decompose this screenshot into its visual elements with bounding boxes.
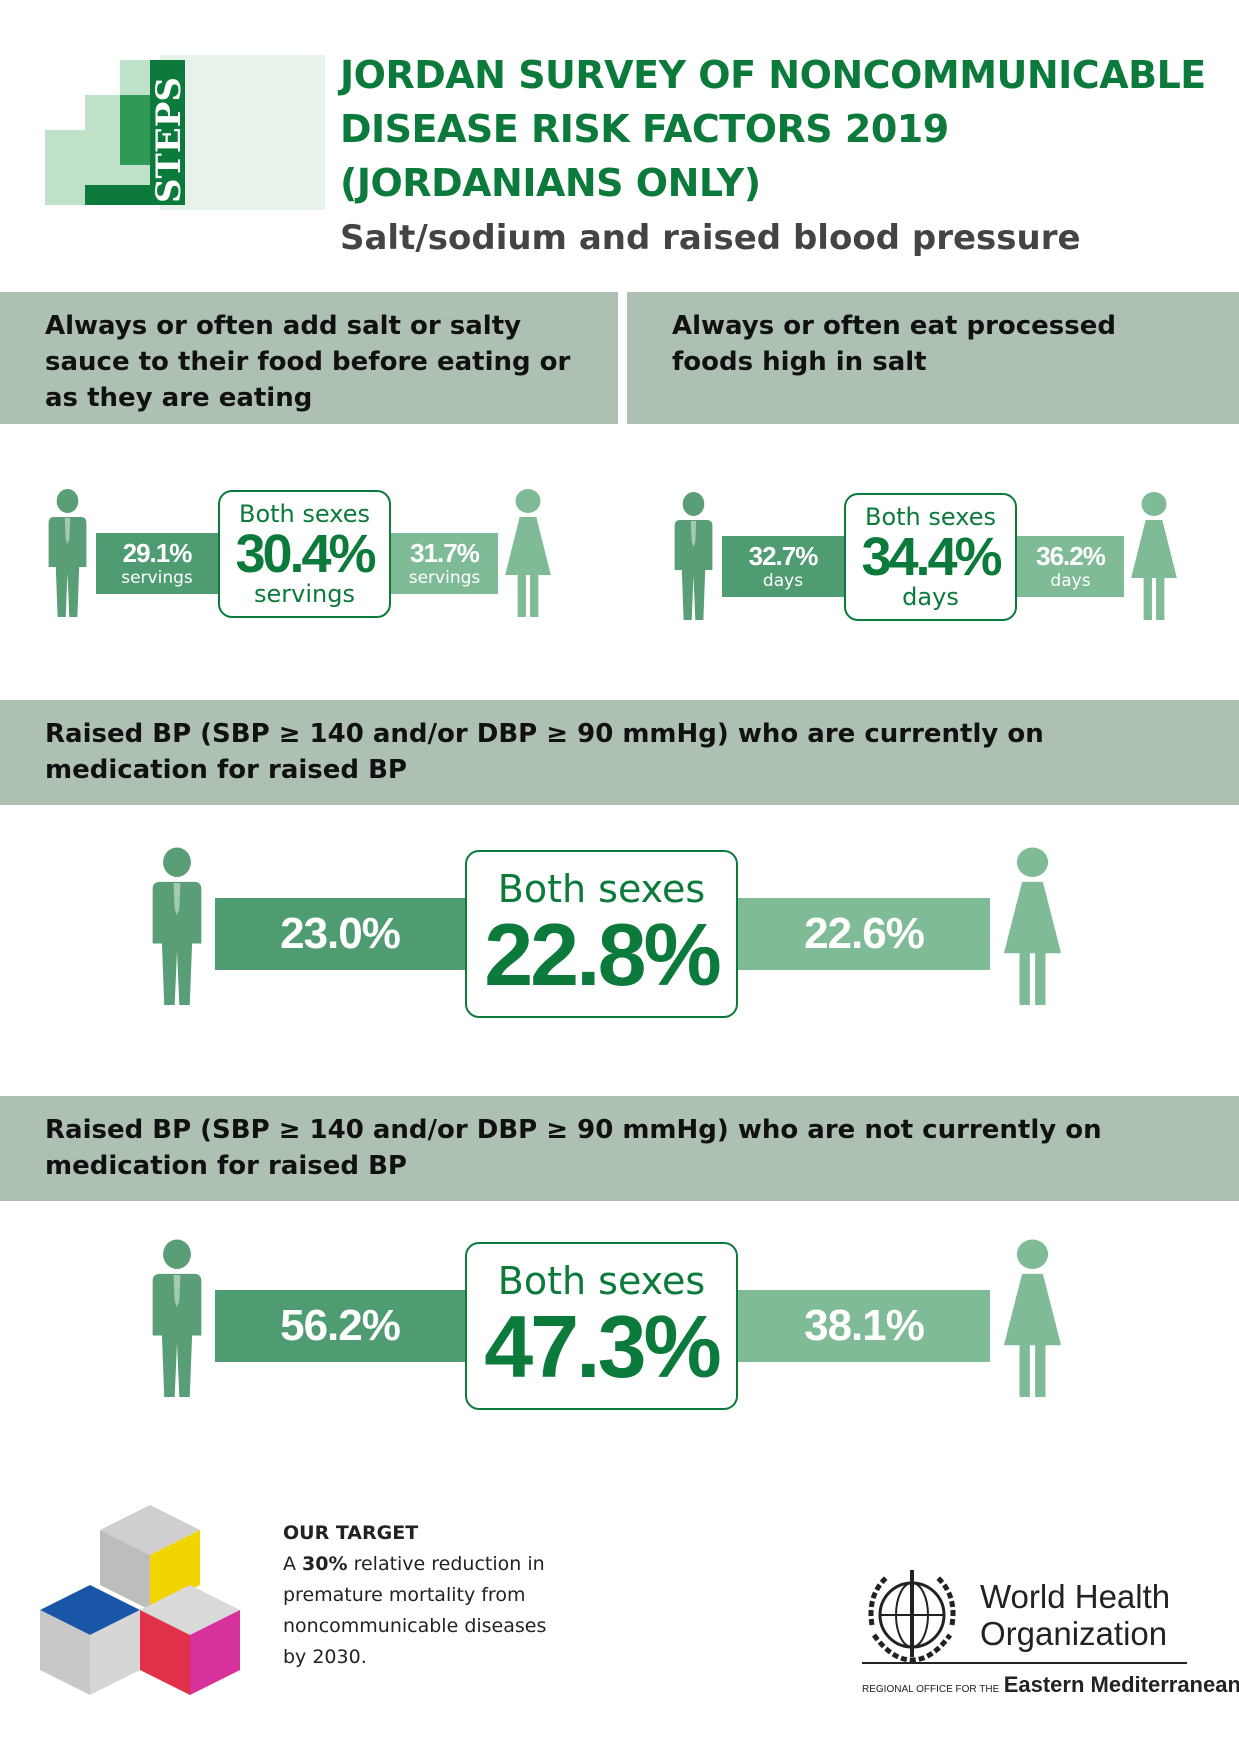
both-box: Both sexes 47.3%	[465, 1242, 738, 1410]
both-value: 22.8%	[484, 904, 722, 1004]
region-name: Eastern Mediterranean	[1003, 1672, 1239, 1697]
title-line: JORDAN SURVEY OF NONCOMMUNICABLE	[340, 53, 1206, 97]
female-bar: 31.7% servings	[391, 533, 498, 594]
male-value: 56.2%	[280, 1301, 401, 1350]
both-unit: servings	[254, 580, 355, 608]
female-bar: 22.6%	[738, 898, 990, 970]
female-icon	[1003, 1239, 1062, 1397]
male-unit: servings	[121, 567, 193, 588]
male-icon	[674, 492, 713, 620]
both-value: 34.4%	[861, 527, 1002, 587]
title-line: (JORDANIANS ONLY)	[340, 161, 761, 205]
who-emblem	[868, 1570, 956, 1663]
male-icon	[152, 847, 202, 1005]
both-box: Both sexes 34.4% days	[844, 493, 1017, 621]
panel-heading: Always or often eat processed foods high…	[627, 292, 1239, 424]
target-text: OUR TARGET A 30% relative reduction in p…	[283, 1518, 563, 1673]
both-label: Both sexes	[497, 1259, 706, 1304]
female-unit: days	[1050, 570, 1091, 591]
male-value: 29.1%	[122, 537, 193, 568]
target-cubes	[40, 1505, 240, 1695]
male-bar: 32.7% days	[722, 536, 844, 597]
both-box: Both sexes 30.4% servings	[218, 490, 391, 618]
female-bar: 36.2% days	[1017, 536, 1124, 597]
male-icon	[48, 489, 87, 617]
target-body: A 30% relative reduction in premature mo…	[283, 1549, 563, 1673]
region-prefix: REGIONAL OFFICE FOR THE	[862, 1684, 1000, 1695]
female-value: 31.7%	[410, 537, 480, 568]
both-unit: days	[902, 583, 959, 611]
subtitle: Salt/sodium and raised blood pressure	[340, 218, 1081, 258]
title: JORDAN SURVEY OF NONCOMMUNICABLE DISEASE…	[340, 48, 1220, 210]
male-value: 32.7%	[748, 540, 819, 571]
both-label: Both sexes	[239, 499, 370, 528]
both-label: Both sexes	[865, 502, 996, 531]
both-value: 47.3%	[484, 1296, 722, 1396]
target-heading: OUR TARGET	[283, 1522, 419, 1544]
logo-label: STEPS	[149, 77, 189, 203]
target-prefix: A	[283, 1553, 296, 1575]
female-value: 36.2%	[1036, 540, 1106, 571]
male-bar: 56.2%	[215, 1290, 465, 1362]
steps-logo: STEPS	[45, 55, 325, 210]
target-desc: relative reduction in premature mortalit…	[283, 1553, 547, 1668]
female-value: 22.6%	[804, 909, 925, 958]
female-unit: servings	[408, 567, 481, 588]
title-line: DISEASE RISK FACTORS 2019	[340, 107, 949, 151]
panel-heading: Raised BP (SBP ≥ 140 and/or DBP ≥ 90 mmH…	[0, 700, 1239, 805]
female-icon	[505, 489, 551, 617]
male-bar: 23.0%	[215, 898, 465, 970]
both-value: 30.4%	[235, 524, 376, 584]
male-bar: 29.1% servings	[96, 533, 218, 594]
female-bar: 38.1%	[738, 1290, 990, 1362]
both-label: Both sexes	[497, 867, 706, 912]
both-box: Both sexes 22.8%	[465, 850, 738, 1018]
panel-heading: Always or often add salt or salty sauce …	[0, 292, 618, 424]
female-icon	[1003, 847, 1062, 1005]
target-highlight: 30%	[302, 1553, 348, 1575]
male-unit: days	[762, 570, 804, 591]
who-name: World Health Organization	[980, 1578, 1171, 1652]
female-icon	[1131, 492, 1177, 620]
who-region: REGIONAL OFFICE FOR THE Eastern Mediterr…	[862, 1672, 1239, 1698]
male-icon	[152, 1239, 202, 1397]
male-value: 23.0%	[280, 909, 401, 958]
panel-heading: Raised BP (SBP ≥ 140 and/or DBP ≥ 90 mmH…	[0, 1096, 1239, 1201]
female-value: 38.1%	[804, 1301, 925, 1350]
